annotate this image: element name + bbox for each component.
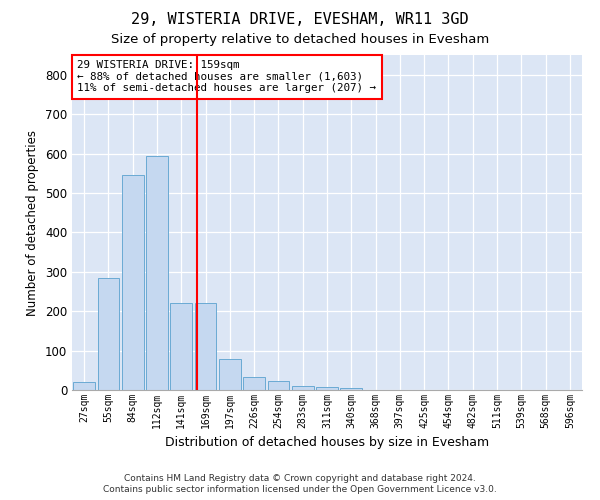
Bar [73,382,95,390]
Text: 29 WISTERIA DRIVE: 159sqm
← 88% of detached houses are smaller (1,603)
11% of se: 29 WISTERIA DRIVE: 159sqm ← 88% of detac… [77,60,376,93]
Text: Size of property relative to detached houses in Evesham: Size of property relative to detached ho… [111,32,489,46]
Y-axis label: Number of detached properties: Number of detached properties [26,130,40,316]
Bar [219,360,241,390]
Text: 29, WISTERIA DRIVE, EVESHAM, WR11 3GD: 29, WISTERIA DRIVE, EVESHAM, WR11 3GD [131,12,469,28]
Bar [97,278,119,390]
Bar [146,156,168,390]
Bar [292,386,314,390]
Text: Contains HM Land Registry data © Crown copyright and database right 2024.
Contai: Contains HM Land Registry data © Crown c… [103,474,497,494]
Bar [340,388,362,390]
Bar [122,175,143,390]
Bar [316,387,338,390]
Bar [194,304,217,390]
Bar [170,304,192,390]
X-axis label: Distribution of detached houses by size in Evesham: Distribution of detached houses by size … [165,436,489,450]
Bar [268,382,289,390]
Bar [243,377,265,390]
